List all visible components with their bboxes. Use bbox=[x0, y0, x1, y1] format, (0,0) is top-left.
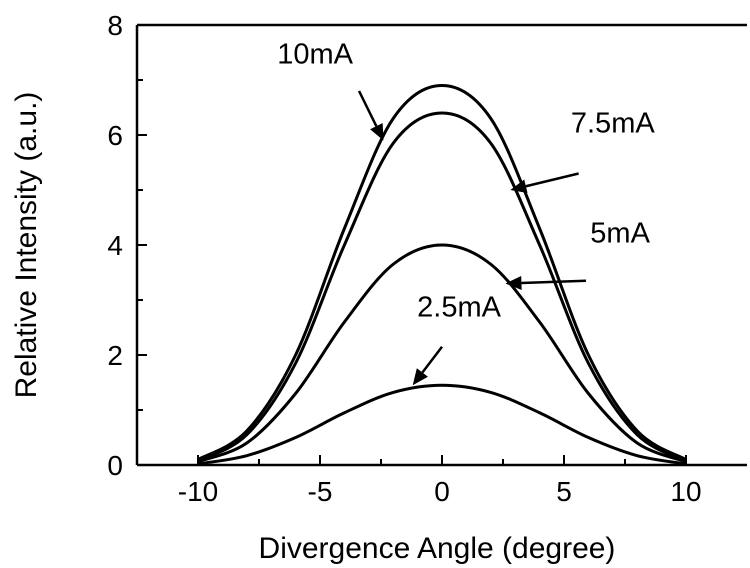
annotation-arrow-5mA bbox=[521, 279, 587, 285]
annotation-label-5mA: 5mA bbox=[590, 217, 650, 249]
annotation-arrow-7-5mA bbox=[525, 172, 579, 188]
x-tick-label: 5 bbox=[556, 476, 572, 507]
y-tick-label: 4 bbox=[107, 230, 123, 261]
annotation-arrow-2-5mA bbox=[421, 345, 443, 374]
annotation-label-2-5mA: 2.5mA bbox=[417, 292, 501, 324]
series-line-5mA bbox=[197, 243, 687, 464]
annotation-label-10mA: 10mA bbox=[277, 39, 353, 71]
x-tick-label: -5 bbox=[308, 476, 333, 507]
series-line-10mA bbox=[197, 83, 687, 461]
x-tick-label: 10 bbox=[670, 476, 701, 507]
annotation-arrowhead-2-5mA bbox=[412, 368, 428, 386]
x-tick-label: -10 bbox=[178, 476, 218, 507]
series-line-7-5mA bbox=[197, 111, 687, 462]
annotation-arrowhead-10mA bbox=[370, 123, 384, 141]
annotation-arrowhead-7-5mA bbox=[510, 179, 528, 194]
series-line-2-5mA bbox=[197, 383, 687, 466]
annotation-arrow-10mA bbox=[357, 90, 378, 127]
annotation-label-7-5mA: 7.5mA bbox=[571, 107, 655, 139]
y-tick-label: 6 bbox=[107, 120, 123, 151]
x-tick-label: 0 bbox=[434, 476, 450, 507]
y-axis-label: Relative Intensity (a.u.) bbox=[10, 92, 43, 399]
annotation-arrowhead-5mA bbox=[505, 275, 522, 290]
x-axis-label: Divergence Angle (degree) bbox=[259, 532, 616, 565]
y-tick-label: 8 bbox=[107, 10, 123, 41]
y-tick-label: 0 bbox=[107, 450, 123, 481]
y-tick-label: 2 bbox=[107, 340, 123, 371]
